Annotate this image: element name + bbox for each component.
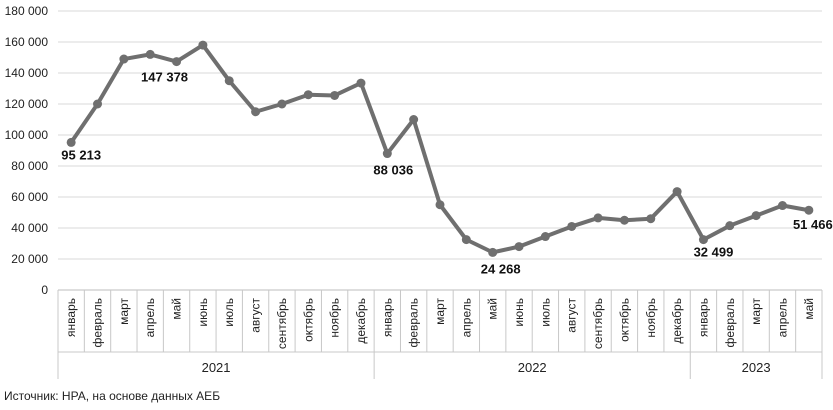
y-tick-label: 20 000: [11, 252, 48, 266]
month-label: апрель: [143, 298, 157, 337]
month-label: март: [433, 298, 447, 325]
month-label: январь: [696, 298, 710, 337]
month-label: июль: [222, 298, 236, 327]
data-point: [435, 200, 445, 210]
source-note: Источник: НРА, на основе данных АЕБ: [4, 389, 221, 403]
data-point: [646, 214, 656, 224]
data-point: [356, 78, 366, 88]
month-label: июнь: [512, 298, 526, 327]
data-point: [382, 149, 392, 159]
data-label: 32 499: [694, 245, 734, 260]
y-tick-label: 100 000: [5, 128, 49, 142]
month-label: май: [486, 298, 500, 320]
data-label: 88 036: [373, 163, 413, 178]
year-label: 2021: [202, 360, 231, 375]
y-tick-label: 40 000: [11, 221, 48, 235]
data-labels: 95 213 147 378 88 036 24 268 32 499 51 466: [61, 70, 832, 277]
data-point: [777, 201, 787, 211]
data-point: [251, 107, 261, 117]
data-point: [619, 215, 629, 225]
data-point: [725, 221, 735, 231]
data-point: [303, 90, 313, 100]
data-label: 51 466: [793, 217, 833, 232]
data-point: [409, 115, 419, 124]
data-point: [145, 49, 155, 59]
month-label: февраль: [91, 298, 105, 348]
y-tick-label: 0: [41, 283, 48, 297]
data-label: 24 268: [481, 261, 521, 276]
year-label: 2022: [518, 360, 547, 375]
y-tick-label: 140 000: [5, 66, 49, 80]
month-label: март: [749, 298, 763, 325]
month-label: сентябрь: [591, 298, 605, 349]
year-labels: 2021 2022 2023: [202, 360, 771, 375]
data-point: [567, 221, 577, 231]
y-tick-label: 80 000: [11, 159, 48, 173]
data-point: [224, 76, 234, 86]
data-label: 95 213: [61, 147, 101, 162]
month-label: январь: [64, 298, 78, 337]
y-tick-label: 180 000: [5, 4, 49, 18]
month-label: октябрь: [301, 298, 315, 342]
data-point: [119, 54, 129, 64]
data-point: [461, 235, 471, 245]
month-label: февраль: [407, 298, 421, 348]
month-label: июль: [538, 298, 552, 327]
month-label: апрель: [459, 298, 473, 337]
data-point: [514, 242, 524, 252]
month-label: май: [802, 298, 816, 320]
month-label: сентябрь: [275, 298, 289, 349]
month-label: январь: [380, 298, 394, 337]
data-point: [66, 137, 76, 147]
month-label: ноябрь: [328, 298, 342, 338]
y-tick-label: 160 000: [5, 35, 49, 49]
category-axis: [57, 289, 823, 379]
data-point: [672, 187, 682, 197]
y-axis-ticks: 0 20 000 40 000 60 000 80 000 100 000 120 000 1…: [5, 4, 49, 297]
data-point: [698, 235, 708, 245]
month-label: август: [565, 298, 579, 333]
data-point: [93, 99, 103, 109]
month-label: декабрь: [670, 298, 684, 344]
gridlines: [58, 10, 822, 291]
data-series: [66, 40, 814, 257]
data-point: [540, 232, 550, 242]
month-label: октябрь: [617, 298, 631, 342]
year-label: 2023: [742, 360, 771, 375]
data-point: [277, 99, 287, 109]
y-tick-label: 60 000: [11, 190, 48, 204]
month-label: апрель: [775, 298, 789, 337]
month-label: май: [170, 298, 184, 320]
month-label: декабрь: [354, 298, 368, 344]
data-label: 147 378: [141, 70, 188, 85]
data-point: [488, 247, 498, 257]
data-point: [172, 57, 182, 67]
data-point: [593, 213, 603, 223]
data-point: [804, 205, 814, 215]
y-tick-label: 120 000: [5, 97, 49, 111]
month-label: февраль: [723, 298, 737, 348]
month-label: июнь: [196, 298, 210, 327]
month-label: март: [117, 298, 131, 325]
data-point: [751, 211, 761, 221]
month-label: ноябрь: [644, 298, 658, 338]
data-point: [198, 40, 208, 50]
month-labels: январь февраль март апрель май июнь июль август…: [64, 298, 816, 350]
data-point: [330, 90, 340, 100]
month-label: август: [249, 298, 263, 333]
